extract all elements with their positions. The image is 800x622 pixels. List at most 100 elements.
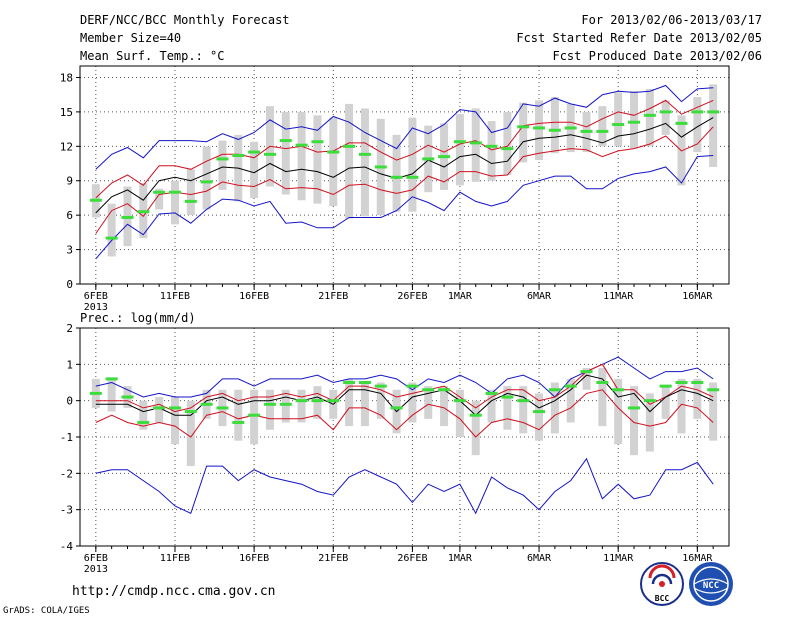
precip-xtick-label: 1MAR xyxy=(448,553,473,564)
temp-box-26 xyxy=(503,111,512,175)
precip-box-28 xyxy=(535,393,544,441)
ncc-logo: NCC xyxy=(689,562,733,606)
temp-year-label: 2013 xyxy=(84,302,108,313)
temp-median-9 xyxy=(232,153,245,157)
precip-median-1 xyxy=(105,377,118,381)
temp-max-line xyxy=(95,84,714,170)
temp-boxes xyxy=(91,84,718,257)
precip-median-39 xyxy=(707,388,720,392)
precip-max-line xyxy=(95,356,714,398)
temp-median-33 xyxy=(612,123,625,127)
precip-xtick-label: 6MAR xyxy=(527,553,552,564)
temp-median-22 xyxy=(438,155,451,159)
temp-box-7 xyxy=(202,146,211,210)
precip-year-label: 2013 xyxy=(84,564,108,575)
temp-box-14 xyxy=(313,115,322,204)
temp-median-24 xyxy=(469,141,482,145)
precip-min-line xyxy=(95,457,714,515)
temperature-panel: 0 3 6 9 12 15 18 6FEB 11FEB 16FEB 21FEB 26FEB 1MAR 6M… xyxy=(60,65,730,313)
precip-box-31 xyxy=(582,367,591,390)
precip-ytick-label: -3 xyxy=(60,504,73,517)
temp-box-15 xyxy=(329,117,338,206)
precip-xtick-label: 16MAR xyxy=(682,553,713,564)
precip-ytick-label: -2 xyxy=(60,467,73,480)
precip-mean-line xyxy=(95,374,714,416)
header-period: For 2013/02/06-2013/03/17 xyxy=(581,13,762,27)
precip-median-29 xyxy=(548,388,561,392)
temp-box-34 xyxy=(630,91,639,149)
temp-box-29 xyxy=(550,96,559,154)
precip-median-6 xyxy=(184,410,197,414)
temp-frame xyxy=(79,65,730,285)
precip-box-25 xyxy=(487,389,496,423)
temp-median-20 xyxy=(406,175,419,179)
temp-box-13 xyxy=(297,111,306,201)
precip-median-11 xyxy=(263,402,276,406)
precip-box-24 xyxy=(471,400,480,456)
precip-median-21 xyxy=(422,388,435,392)
precip-sd-lower-line xyxy=(95,389,714,438)
temp-box-8 xyxy=(218,140,227,190)
temp-median-34 xyxy=(628,120,641,124)
temp-median-16 xyxy=(343,144,356,148)
precip-ytick-label: 0 xyxy=(66,395,73,408)
temp-medians xyxy=(89,110,720,240)
precip-box-20 xyxy=(408,382,417,423)
precip-median-9 xyxy=(232,420,245,424)
temp-box-23 xyxy=(455,114,464,186)
temp-box-19 xyxy=(392,134,401,212)
precip-median-15 xyxy=(327,399,340,403)
precip-box-27 xyxy=(519,386,528,434)
temp-ytick-label: 9 xyxy=(66,175,73,188)
precip-box-34 xyxy=(630,386,639,456)
temp-xtick-label: 11MAR xyxy=(603,291,634,302)
temp-median-17 xyxy=(358,152,371,156)
temp-ytick-label: 0 xyxy=(66,278,73,291)
footer-url[interactable]: http://cmdp.ncc.cma.gov.cn xyxy=(72,584,276,599)
precip-median-31 xyxy=(580,370,593,374)
precip-box-4 xyxy=(155,397,164,423)
precip-box-32 xyxy=(598,367,607,427)
temp-median-32 xyxy=(596,129,609,133)
precip-median-28 xyxy=(533,410,546,414)
precip-box-16 xyxy=(345,378,354,427)
precip-median-25 xyxy=(485,391,498,395)
grads-credit: GrADS: COLA/IGES xyxy=(3,606,90,616)
precip-median-17 xyxy=(358,381,371,384)
precip-box-11 xyxy=(265,389,274,430)
precip-median-32 xyxy=(596,381,609,384)
temp-xtick-label: 16FEB xyxy=(239,291,269,302)
precip-box-35 xyxy=(645,393,654,452)
temp-median-0 xyxy=(89,198,102,202)
temp-median-18 xyxy=(374,165,387,169)
precip-box-18 xyxy=(376,382,385,419)
precip-median-2 xyxy=(121,395,134,399)
temp-median-6 xyxy=(184,199,197,203)
temp-box-20 xyxy=(408,117,417,212)
precip-xtick-label: 11FEB xyxy=(160,553,190,564)
precip-box-37 xyxy=(677,378,686,434)
temp-box-33 xyxy=(614,92,623,147)
precip-box-38 xyxy=(693,378,702,419)
precip-median-36 xyxy=(659,384,672,388)
precip-median-4 xyxy=(153,406,166,410)
temp-median-26 xyxy=(501,147,514,151)
precip-median-22 xyxy=(438,388,451,392)
temp-median-3 xyxy=(137,210,150,214)
temp-median-25 xyxy=(485,144,498,148)
temp-xtick-label: 26FEB xyxy=(397,291,427,302)
temp-box-5 xyxy=(170,180,179,225)
temp-sd-lower-line xyxy=(95,126,714,234)
precip-median-3 xyxy=(137,420,150,424)
temp-box-36 xyxy=(661,100,670,135)
precip-median-18 xyxy=(374,384,387,388)
precip-box-1 xyxy=(107,378,116,412)
precip-median-37 xyxy=(675,381,688,384)
precip-median-34 xyxy=(628,406,641,410)
temp-box-35 xyxy=(645,88,654,147)
temp-box-10 xyxy=(250,141,259,198)
temp-xtick-label: 21FEB xyxy=(318,291,348,302)
temp-median-28 xyxy=(533,126,546,130)
